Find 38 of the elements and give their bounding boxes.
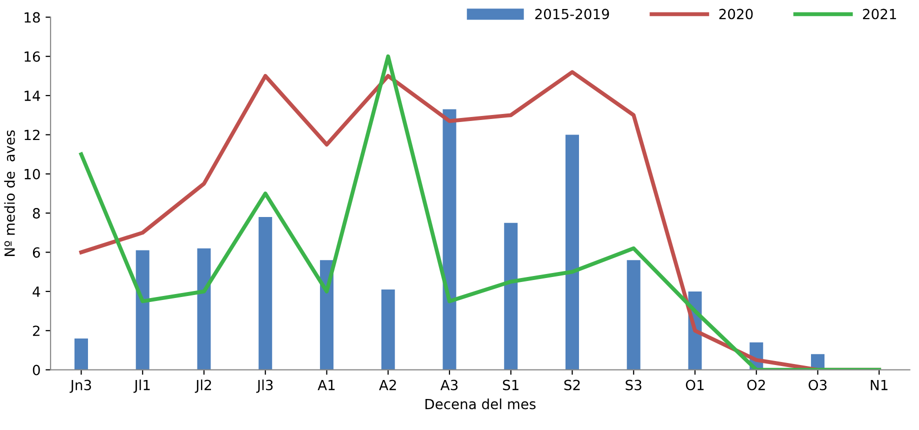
y-tick-label: 0 [32,364,40,376]
y-tick-label: 2 [33,326,40,336]
x-tick-label: A1 [318,380,335,390]
legend-label: 2021 [862,8,896,20]
legend-label: 2015-2019 [535,8,609,20]
x-tick-label: Jl1 [133,380,150,393]
x-tick-label: Jl3 [256,380,273,393]
x-tick-label: O3 [808,380,827,390]
y-tick-label: 6 [32,247,40,258]
x-tick-label: N1 [870,380,888,390]
x-axis-title: Decena del mes [425,398,536,410]
y-tick-label: 12 [24,130,40,140]
x-tick-label: S2 [564,380,580,390]
bar [197,248,211,370]
y-tick-label: 8 [32,208,40,219]
bar [381,289,395,370]
x-tick-label: O1 [686,380,704,390]
bar [74,338,88,370]
x-tick-label: Jl2 [194,380,211,393]
bar [626,260,640,370]
y-tick-label: 4 [32,286,40,297]
y-tick-label: 10 [24,168,40,180]
y-axis-title: Nº medio de aves [4,130,15,256]
x-tick-label: A3 [440,380,458,390]
x-tick-label: Jn3 [70,380,91,393]
x-tick-label: A2 [379,380,396,390]
y-tick-label: 16 [24,51,40,62]
bar [504,222,518,370]
y-tick-label: 14 [24,90,40,101]
bar [442,109,456,370]
y-tick-label: 18 [24,12,40,23]
bar [136,250,150,370]
legend-label: 2020 [719,8,753,20]
bar [565,134,579,370]
x-tick-label: S1 [502,380,518,390]
x-tick-label: O2 [747,380,765,390]
x-tick-label: S3 [626,380,642,390]
bar [258,217,272,370]
